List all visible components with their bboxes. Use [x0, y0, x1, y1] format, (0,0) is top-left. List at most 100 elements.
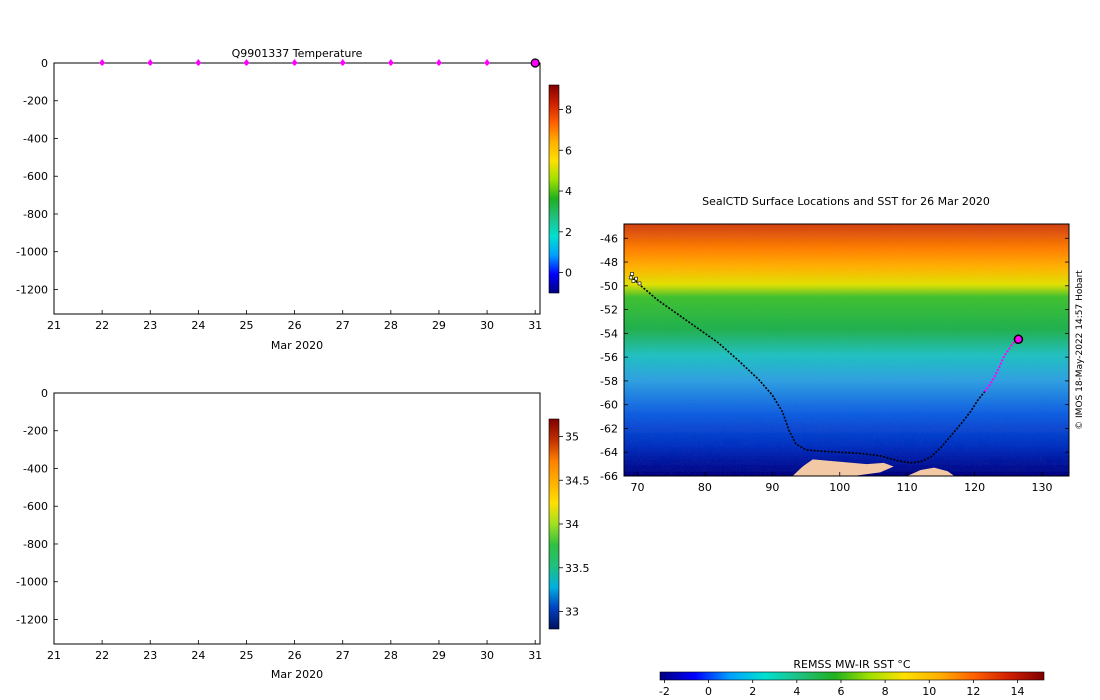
colorbar-tick-label: 4 — [565, 185, 572, 198]
colorbar-tick-label: 2 — [565, 226, 572, 239]
y-tick-label: -50 — [600, 280, 618, 293]
colorbar-tick-label: 14 — [1011, 685, 1025, 698]
x-tick-label: 24 — [191, 649, 205, 662]
salinity-colorbar — [548, 418, 560, 630]
sst-colorbar-label: REMSS MW-IR SST °C — [793, 658, 911, 671]
x-tick-label: 26 — [288, 319, 302, 332]
temperature-colorbar-ticks: 8 6 4 2 0 — [559, 103, 572, 280]
colorbar-tick-label: 6 — [565, 144, 572, 157]
colorbar-tick-label: 0 — [705, 685, 712, 698]
x-tick-label: 24 — [191, 319, 205, 332]
x-tick-label: 23 — [143, 649, 157, 662]
sst-field — [624, 224, 1069, 476]
y-tick-label: -800 — [23, 208, 48, 221]
surface-marker — [195, 59, 202, 66]
colorbar-tick-label: 10 — [922, 685, 936, 698]
x-tick-label: 28 — [384, 319, 398, 332]
colorbar-tick-label: 35 — [565, 431, 579, 444]
surface-markers — [99, 58, 540, 68]
salinity-colorbar-ticks: 35 34.5 34 33.5 33 — [559, 431, 590, 619]
salinity-x-axis: 21 22 23 24 25 26 27 28 29 30 31 — [47, 640, 542, 662]
y-tick-label: -200 — [23, 95, 48, 108]
surface-marker — [243, 59, 250, 66]
x-tick-label: 21 — [47, 319, 61, 332]
colorbar-tick-label: 6 — [837, 685, 844, 698]
map-title: SealCTD Surface Locations and SST for 26… — [702, 195, 990, 208]
credit-text: © IMOS 18-May-2022 14:57 Hobart — [1075, 270, 1085, 430]
start-cluster-point — [637, 281, 642, 286]
x-tick-label: 27 — [336, 649, 350, 662]
y-tick-label: -400 — [23, 132, 48, 145]
colorbar-tick-label: 34.5 — [565, 474, 590, 487]
sst-colorbar — [659, 671, 1045, 681]
temperature-colorbar — [548, 84, 560, 294]
x-tick-label: 90 — [765, 481, 779, 494]
x-tick-label: 130 — [1032, 481, 1053, 494]
y-tick-label: -1200 — [16, 613, 48, 626]
colorbar-tick-label: 33.5 — [565, 562, 590, 575]
surface-marker — [147, 59, 154, 66]
colorbar-tick-label: 4 — [793, 685, 800, 698]
end-marker — [530, 58, 540, 68]
x-tick-label: 22 — [95, 319, 109, 332]
start-cluster-point — [631, 279, 636, 283]
x-tick-label: 25 — [239, 319, 253, 332]
y-tick-label: -56 — [600, 351, 618, 364]
y-tick-label: -400 — [23, 462, 48, 475]
x-tick-label: 26 — [288, 649, 302, 662]
x-tick-label: 80 — [698, 481, 712, 494]
temperature-title: Q9901337 Temperature — [232, 47, 363, 60]
sst-map-panel: SealCTD Surface Locations and SST for 26… — [600, 195, 1085, 698]
y-tick-label: -600 — [23, 170, 48, 183]
land-patch — [907, 467, 955, 476]
track-line — [630, 275, 986, 464]
salinity-y-axis: 0 -200 -400 -600 -800 -1000 -1200 — [16, 387, 58, 626]
surface-marker — [339, 59, 346, 66]
y-tick-label: -800 — [23, 538, 48, 551]
start-cluster-point — [630, 272, 634, 276]
colorbar-tick-label: 33 — [565, 606, 579, 619]
x-tick-label: 25 — [239, 649, 253, 662]
x-tick-label: 22 — [95, 649, 109, 662]
sst-colorbar-ticks: -2 0 2 4 6 8 10 12 14 — [659, 680, 1025, 698]
temperature-x-label: Mar 2020 — [271, 339, 323, 352]
y-tick-label: -62 — [600, 422, 618, 435]
y-tick-label: -1000 — [16, 576, 48, 589]
colorbar-tick-label: 0 — [565, 267, 572, 280]
temperature-y-axis: 0 -200 -400 -600 -800 -1000 -1200 — [16, 57, 58, 296]
x-tick-label: 120 — [964, 481, 985, 494]
temperature-x-axis: 21 22 23 24 25 26 27 28 29 30 31 — [47, 310, 542, 332]
y-tick-label: -60 — [600, 399, 618, 412]
recent-track-line — [983, 338, 1019, 393]
map-frame — [623, 223, 1070, 477]
surface-marker — [99, 59, 106, 66]
antarctic-land — [792, 459, 955, 476]
salinity-plot-frame — [53, 392, 541, 645]
x-tick-label: 27 — [336, 319, 350, 332]
x-tick-label: 21 — [47, 649, 61, 662]
y-tick-label: -200 — [23, 425, 48, 438]
surface-marker — [435, 59, 442, 66]
y-tick-label: -48 — [600, 256, 618, 269]
colorbar-tick-label: 8 — [565, 103, 572, 116]
x-tick-label: 30 — [480, 649, 494, 662]
x-tick-label: 110 — [897, 481, 918, 494]
y-tick-label: -600 — [23, 500, 48, 513]
salinity-x-label: Mar 2020 — [271, 668, 323, 681]
surface-marker — [387, 59, 394, 66]
land-patch — [792, 459, 894, 476]
start-cluster-point — [628, 275, 633, 280]
latest-location-marker — [1013, 334, 1024, 345]
start-cluster-point — [634, 276, 638, 281]
y-tick-label: 0 — [41, 387, 48, 400]
colorbar-tick-label: 34 — [565, 518, 579, 531]
temperature-plot-frame — [53, 62, 541, 315]
x-tick-label: 29 — [432, 319, 446, 332]
map-lon-axis: 70 80 90 100 110 120 130 — [630, 472, 1053, 494]
x-tick-label: 30 — [480, 319, 494, 332]
x-tick-label: 23 — [143, 319, 157, 332]
temperature-section-panel: Q9901337 Temperature 0 -200 -400 -600 -800 -1… — [16, 47, 572, 352]
y-tick-label: -54 — [600, 327, 618, 340]
y-tick-label: 0 — [41, 57, 48, 70]
